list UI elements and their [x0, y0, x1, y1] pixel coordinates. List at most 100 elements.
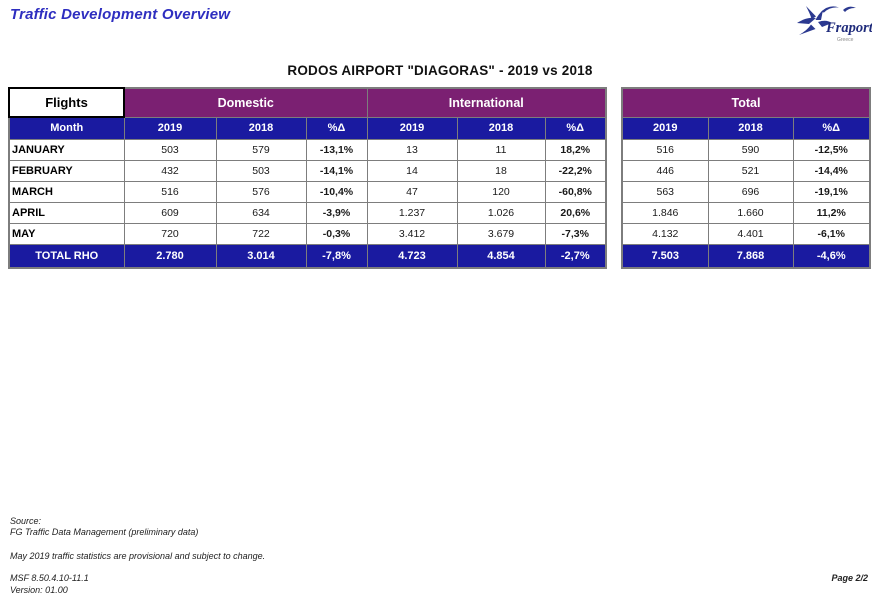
total-delta-total: -4,6% — [792, 243, 871, 269]
domestic-2018-header: 2018 — [215, 116, 307, 140]
international-2018-value: 120 — [456, 180, 546, 203]
footer-provisional-note: May 2019 traffic statistics are provisio… — [10, 551, 266, 561]
traffic-tables: Flights Domestic International Month 201… — [8, 87, 871, 269]
international-2018-value: 3.679 — [456, 222, 546, 245]
total-2018-value: 4.401 — [707, 222, 794, 245]
international-2018-total: 4.854 — [456, 243, 546, 269]
domestic-delta-value: -10,4% — [305, 180, 368, 203]
flights-dom-intl-table: Flights Domestic International Month 201… — [8, 87, 607, 269]
domestic-2019-value: 503 — [123, 138, 217, 161]
table-row: MARCH 516 576 -10,4% 47 120 -60,8% — [8, 180, 607, 203]
total-row: 7.503 7.868 -4,6% — [621, 243, 871, 269]
table-row: APRIL 609 634 -3,9% 1.237 1.026 20,6% — [8, 201, 607, 224]
international-delta-total: -2,7% — [544, 243, 607, 269]
total-2018-value: 1.660 — [707, 201, 794, 224]
page-number: Page 2/2 — [831, 573, 868, 583]
total-2019-value: 563 — [621, 180, 709, 203]
international-2019-total: 4.723 — [366, 243, 458, 269]
fraport-starburst-icon — [797, 6, 856, 35]
total-delta-value: -19,1% — [792, 180, 871, 203]
domestic-2018-total: 3.014 — [215, 243, 307, 269]
month-cell: JANUARY — [8, 138, 125, 161]
total-delta-value: -6,1% — [792, 222, 871, 245]
table-row: FEBRUARY 432 503 -14,1% 14 18 -22,2% — [8, 159, 607, 182]
month-cell: MAY — [8, 222, 125, 245]
footer-msf-reference: MSF 8.50.4.10-11.1 — [10, 573, 89, 583]
total-2019-value: 1.846 — [621, 201, 709, 224]
footer-version: Version: 01.00 — [10, 585, 68, 595]
international-2019-value: 1.237 — [366, 201, 458, 224]
footer-source-value: FG Traffic Data Management (preliminary … — [10, 527, 199, 537]
logo-brand-text: Fraport — [825, 20, 872, 36]
domestic-2018-value: 576 — [215, 180, 307, 203]
domestic-2018-value: 634 — [215, 201, 307, 224]
table-row: JANUARY 503 579 -13,1% 13 11 18,2% — [8, 138, 607, 161]
domestic-delta-total: -7,8% — [305, 243, 368, 269]
domestic-2019-header: 2019 — [123, 116, 217, 140]
international-delta-value: 20,6% — [544, 201, 607, 224]
total-2019-value: 4.132 — [621, 222, 709, 245]
international-delta-value: -22,2% — [544, 159, 607, 182]
page-title: Traffic Development Overview — [10, 6, 231, 23]
total-delta-value: -12,5% — [792, 138, 871, 161]
domestic-2018-value: 722 — [215, 222, 307, 245]
logo-region-text: Greece — [837, 37, 854, 43]
international-delta-value: -60,8% — [544, 180, 607, 203]
table-row: MAY 720 722 -0,3% 3.412 3.679 -7,3% — [8, 222, 607, 245]
international-delta-header: %Δ — [544, 116, 607, 140]
fraport-greece-logo: Fraport Greece — [797, 6, 872, 43]
month-cell: MARCH — [8, 180, 125, 203]
domestic-delta-value: -14,1% — [305, 159, 368, 182]
total-2019-header: 2019 — [621, 116, 709, 140]
total-2018-value: 696 — [707, 180, 794, 203]
domestic-2019-value: 720 — [123, 222, 217, 245]
domestic-2019-total: 2.780 — [123, 243, 217, 269]
domestic-delta-value: -3,9% — [305, 201, 368, 224]
group-header-total: Total — [621, 87, 871, 118]
international-2018-value: 18 — [456, 159, 546, 182]
total-delta-header: %Δ — [792, 116, 871, 140]
domestic-2018-value: 579 — [215, 138, 307, 161]
table-row: 446 521 -14,4% — [621, 159, 871, 182]
domestic-2019-value: 609 — [123, 201, 217, 224]
domestic-2018-value: 503 — [215, 159, 307, 182]
international-2018-value: 11 — [456, 138, 546, 161]
month-cell: APRIL — [8, 201, 125, 224]
month-cell: FEBRUARY — [8, 159, 125, 182]
total-2018-header: 2018 — [707, 116, 794, 140]
total-2019-value: 516 — [621, 138, 709, 161]
total-row: TOTAL RHO 2.780 3.014 -7,8% 4.723 4.854 … — [8, 243, 607, 269]
corner-flights-label: Flights — [8, 87, 125, 118]
month-column-header: Month — [8, 116, 125, 140]
total-2019-value: 446 — [621, 159, 709, 182]
international-delta-value: 18,2% — [544, 138, 607, 161]
international-2019-value: 3.412 — [366, 222, 458, 245]
report-title: RODOS AIRPORT "DIAGORAS" - 2019 vs 2018 — [287, 63, 593, 78]
group-header-domestic: Domestic — [123, 87, 368, 118]
international-2019-value: 47 — [366, 180, 458, 203]
table-row: 563 696 -19,1% — [621, 180, 871, 203]
total-delta-value: 11,2% — [792, 201, 871, 224]
table-row: 1.846 1.660 11,2% — [621, 201, 871, 224]
total-2018-value: 590 — [707, 138, 794, 161]
domestic-2019-value: 432 — [123, 159, 217, 182]
international-2019-value: 13 — [366, 138, 458, 161]
international-2018-value: 1.026 — [456, 201, 546, 224]
total-delta-value: -14,4% — [792, 159, 871, 182]
international-2019-value: 14 — [366, 159, 458, 182]
footer-source-label: Source: — [10, 516, 42, 526]
domestic-delta-value: -0,3% — [305, 222, 368, 245]
group-header-international: International — [366, 87, 607, 118]
total-row-label: TOTAL RHO — [8, 243, 125, 269]
international-delta-value: -7,3% — [544, 222, 607, 245]
total-2018-total: 7.868 — [707, 243, 794, 269]
international-2019-header: 2019 — [366, 116, 458, 140]
domestic-delta-value: -13,1% — [305, 138, 368, 161]
domestic-2019-value: 516 — [123, 180, 217, 203]
table-row: 4.132 4.401 -6,1% — [621, 222, 871, 245]
flights-total-table: Total 2019 2018 %Δ 516 590 -12,5% 446 52… — [621, 87, 871, 269]
table-row: 516 590 -12,5% — [621, 138, 871, 161]
total-2018-value: 521 — [707, 159, 794, 182]
international-2018-header: 2018 — [456, 116, 546, 140]
